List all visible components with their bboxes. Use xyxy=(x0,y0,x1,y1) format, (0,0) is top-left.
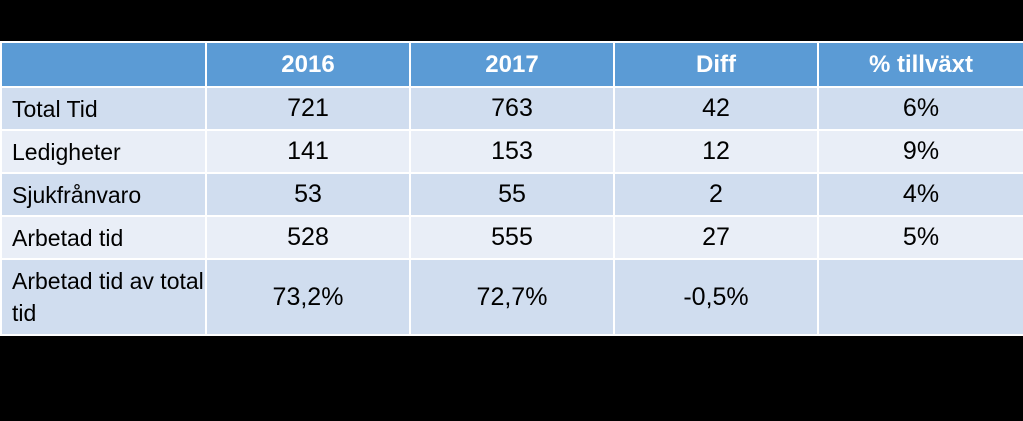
cell-2017: 555 xyxy=(409,215,615,260)
cell-growth: 9% xyxy=(817,129,1023,174)
cell-2017: 72,7% xyxy=(409,258,615,336)
cell-2016: 721 xyxy=(205,86,411,131)
header-row: 2016 2017 Diff % tillväxt xyxy=(0,41,1023,88)
header-cell-label xyxy=(0,41,207,88)
cell-growth: 4% xyxy=(817,172,1023,217)
cell-2016: 528 xyxy=(205,215,411,260)
cell-2016: 73,2% xyxy=(205,258,411,336)
cell-diff: 27 xyxy=(613,215,819,260)
cell-2017: 153 xyxy=(409,129,615,174)
row-label: Total Tid xyxy=(0,86,207,131)
table-row: Total Tid 721 763 42 6% xyxy=(0,86,1023,131)
cell-diff: 2 xyxy=(613,172,819,217)
header-cell-2016: 2016 xyxy=(205,41,411,88)
cell-growth: 6% xyxy=(817,86,1023,131)
cell-2017: 763 xyxy=(409,86,615,131)
cell-2016: 141 xyxy=(205,129,411,174)
row-label: Ledigheter xyxy=(0,129,207,174)
header-cell-diff: Diff xyxy=(613,41,819,88)
row-label: Sjukfrånvaro xyxy=(0,172,207,217)
cell-growth: 5% xyxy=(817,215,1023,260)
data-table: 2016 2017 Diff % tillväxt Total Tid 721 … xyxy=(0,41,1023,336)
cell-diff: -0,5% xyxy=(613,258,819,336)
table-row: Ledigheter 141 153 12 9% xyxy=(0,129,1023,174)
cell-diff: 42 xyxy=(613,86,819,131)
row-label: Arbetad tid av total tid xyxy=(0,258,207,336)
header-cell-2017: 2017 xyxy=(409,41,615,88)
cell-diff: 12 xyxy=(613,129,819,174)
cell-growth xyxy=(817,258,1023,336)
table-row: Sjukfrånvaro 53 55 2 4% xyxy=(0,172,1023,217)
header-cell-growth: % tillväxt xyxy=(817,41,1023,88)
row-label: Arbetad tid xyxy=(0,215,207,260)
cell-2016: 53 xyxy=(205,172,411,217)
table-row: Arbetad tid 528 555 27 5% xyxy=(0,215,1023,260)
cell-2017: 55 xyxy=(409,172,615,217)
table-row: Arbetad tid av total tid 73,2% 72,7% -0,… xyxy=(0,258,1023,336)
